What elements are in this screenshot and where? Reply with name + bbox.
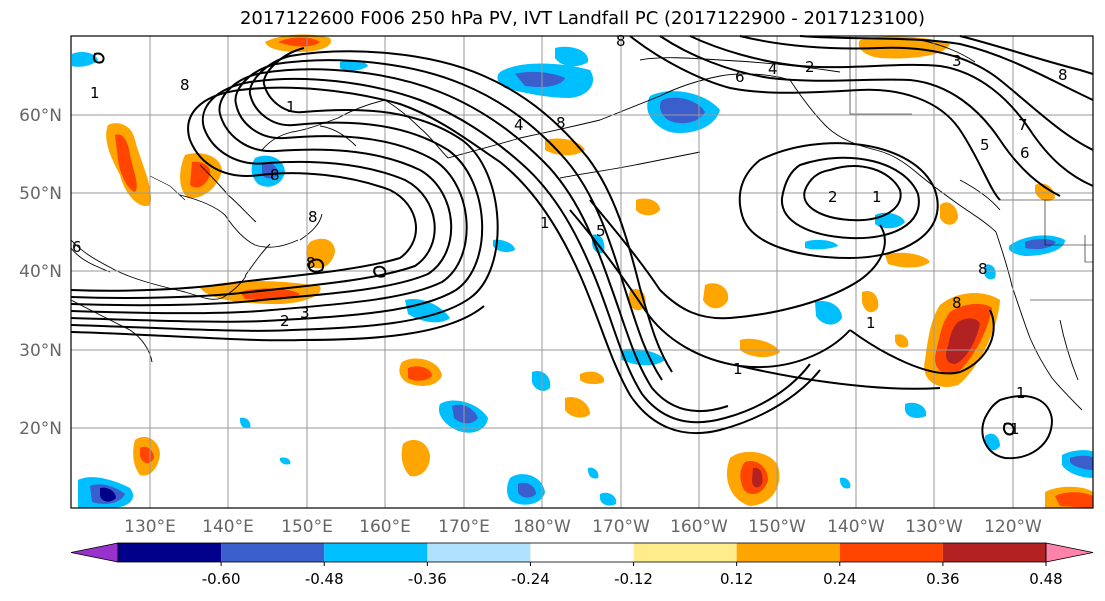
colorbar-segment	[118, 543, 222, 562]
boundaries	[149, 36, 1093, 301]
contour-label: 7	[1018, 116, 1028, 134]
lon-tick-label: 150°E	[281, 517, 333, 537]
colorbar-tick-label: -0.12	[614, 570, 653, 588]
lon-tick-label: 140°E	[202, 517, 254, 537]
contour-label: 1	[866, 314, 876, 332]
colorbar-tick-label: 0.48	[1029, 570, 1062, 588]
map-title: 2017122600 F006 250 hPa PV, IVT Landfall…	[239, 8, 926, 29]
lon-tick-label: 130°W	[905, 517, 963, 537]
lat-tick-label: 40°N	[19, 262, 62, 282]
contour-label: 2	[280, 312, 290, 330]
contour-label: 8	[978, 260, 988, 278]
lon-axis: 130°E 140°E 150°E 160°E 170°E 180°W 170°W 160°W…	[124, 517, 1042, 537]
contour-label: 3	[952, 52, 962, 70]
lon-tick-label: 170°W	[592, 517, 650, 537]
colorbar-outline	[117, 542, 1047, 563]
colorbar-tick-label: -0.36	[408, 570, 447, 588]
colorbar-tick-label: 0.12	[720, 570, 753, 588]
gridlines	[71, 36, 1093, 508]
contour-label: 8	[270, 166, 280, 184]
contour-label: 5	[596, 222, 606, 240]
contour-label: 8	[556, 114, 566, 132]
lon-tick-label: 140°W	[827, 517, 885, 537]
contour-label: 8	[306, 254, 316, 272]
contour-label: 8	[1058, 66, 1068, 84]
lon-tick-label: 160°E	[359, 517, 411, 537]
colorbar-tick-label: -0.24	[511, 570, 550, 588]
colorbar-segment	[839, 543, 943, 562]
lat-tick-label: 30°N	[19, 341, 62, 361]
contour-label: 6	[1020, 144, 1030, 162]
lat-axis: 60°N 50°N 40°N 30°N 20°N	[19, 106, 62, 439]
lat-tick-label: 50°N	[19, 184, 62, 204]
contour-label: 6	[735, 68, 745, 86]
colorbar-segment	[736, 543, 840, 562]
lat-tick-label: 60°N	[19, 106, 62, 126]
contour-label: 1	[540, 214, 550, 232]
contour-label: 4	[514, 116, 524, 134]
contour-label: 1	[90, 84, 100, 102]
colorbar: -0.60 -0.48 -0.36 -0.24 -0.12 0.12 0.24 0.36 0.4…	[70, 542, 1094, 588]
contour-label: 2	[828, 188, 838, 206]
lat-tick-label: 20°N	[19, 419, 62, 439]
map-frame	[70, 35, 1094, 509]
lon-tick-label: 180°W	[513, 517, 571, 537]
colorbar-segment	[221, 543, 325, 562]
lon-tick-label: 150°W	[748, 517, 806, 537]
colorbar-tick-label: -0.48	[305, 570, 344, 588]
contour-label: 2	[805, 58, 815, 76]
contour-label: 1	[733, 360, 743, 378]
colorbar-segment	[633, 543, 737, 562]
lon-tick-label: 130°E	[124, 517, 176, 537]
colorbar-segment	[324, 543, 428, 562]
contour-label: 8	[308, 208, 318, 226]
colorbar-segment	[942, 543, 1046, 562]
contour-label: 8	[180, 76, 190, 94]
contour-label: 5	[980, 136, 990, 154]
colorbar-segment	[427, 543, 531, 562]
contour-label: 6	[72, 238, 82, 256]
pv-contours	[70, 35, 1094, 460]
contour-label: 1	[1016, 384, 1026, 402]
contour-label: 1	[1010, 420, 1020, 438]
lon-tick-label: 160°W	[670, 517, 728, 537]
contour-label: 1	[872, 188, 882, 206]
contour-label: 8	[952, 294, 962, 312]
lon-tick-label: 170°E	[438, 517, 490, 537]
colorbar-extend-low	[70, 542, 119, 563]
colorbar-extend-high	[1045, 542, 1094, 563]
colorbar-tick-label: 0.24	[823, 570, 856, 588]
contour-label: 4	[768, 60, 778, 78]
contour-labels: 8 1 1 4 8 1 5 2 3 6 4 2 2 1 1 1 3 8 7 5 …	[72, 32, 1068, 438]
contour-label: 3	[300, 304, 310, 322]
colorbar-tick-label: -0.60	[202, 570, 241, 588]
colorbar-segment	[530, 543, 634, 562]
contour-label: 8	[616, 32, 626, 50]
map-panel: 8 1 1 4 8 1 5 2 3 6 4 2 2 1 1 1 3 8 7 5 …	[70, 32, 1094, 509]
lon-tick-label: 120°W	[984, 517, 1042, 537]
colorbar-tick-label: 0.36	[926, 570, 959, 588]
contour-label: 1	[286, 98, 296, 116]
